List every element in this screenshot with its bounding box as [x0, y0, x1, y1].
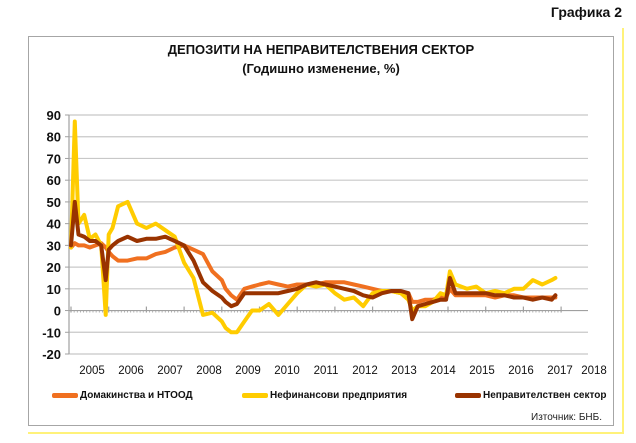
y-tick-label: 70 — [47, 151, 61, 166]
x-tick-label: 2011 — [314, 365, 339, 377]
x-tick-label: 2007 — [157, 365, 183, 377]
legend-swatch-icon — [455, 393, 481, 398]
y-tick-label: 40 — [47, 217, 61, 232]
chart-title: ДЕПОЗИТИ НА НЕПРАВИТЕЛСТВЕНИЯ СЕКТОР — [167, 42, 475, 57]
y-tick-label: 0 — [54, 304, 61, 319]
y-tick-label: 60 — [47, 173, 61, 188]
legend-item-households: Домакинства и НТООД — [52, 390, 193, 401]
figure-label: Графика 2 — [550, 4, 622, 20]
legend-label: Нефинансови предприятия — [270, 390, 408, 401]
x-tick-label: 2005 — [79, 365, 105, 377]
series-line-0 — [69, 241, 558, 304]
source-note: Източник: БНБ. — [531, 412, 602, 423]
legend-label: Домакинства и НТООД — [80, 390, 193, 401]
chart-subtitle: (Годишно изменение, %) — [242, 61, 400, 76]
y-tick-label: 10 — [47, 282, 61, 297]
x-tick-label: 2010 — [274, 365, 300, 377]
y-tick-label: -10 — [42, 325, 61, 340]
legend-swatch-icon — [242, 393, 268, 398]
series-line-1 — [69, 119, 558, 335]
legend-item-nonfinancial: Нефинансови предприятия — [242, 390, 407, 401]
legend-item-nongovernment: Неправителствен сектор — [455, 390, 606, 401]
y-tick-label: 30 — [47, 238, 61, 253]
x-tick-label: 2009 — [235, 365, 261, 377]
legend-label: Неправителствен сектор — [483, 390, 607, 401]
x-tick-label: 2017 — [547, 365, 573, 377]
x-tick-label: 2018 — [581, 365, 607, 377]
x-tick-label: 2006 — [118, 365, 144, 377]
y-tick-label: 50 — [47, 195, 61, 210]
legend-swatch-icon — [52, 393, 78, 398]
x-tick-label: 2016 — [508, 365, 534, 377]
y-tick-label: 90 — [47, 108, 61, 123]
y-tick-label: 20 — [47, 260, 61, 275]
x-tick-label: 2013 — [391, 365, 417, 377]
y-tick-label: -20 — [42, 347, 61, 362]
x-tick-label: 2012 — [352, 365, 378, 377]
series-line-2 — [69, 199, 558, 322]
chart-frame — [28, 36, 614, 426]
x-tick-label: 2008 — [196, 365, 222, 377]
y-tick-label: 80 — [47, 130, 61, 145]
x-tick-label: 2014 — [430, 365, 456, 377]
x-tick-label: 2015 — [469, 365, 495, 377]
outer-yellow-border — [28, 28, 624, 434]
